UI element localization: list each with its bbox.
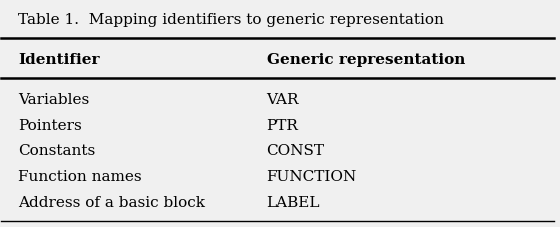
Text: VAR: VAR: [267, 92, 299, 106]
Text: Identifier: Identifier: [18, 53, 100, 67]
Text: Table 1.  Mapping identifiers to generic representation: Table 1. Mapping identifiers to generic …: [18, 12, 444, 27]
Text: Variables: Variables: [18, 92, 89, 106]
Text: Address of a basic block: Address of a basic block: [18, 195, 205, 209]
Text: Constants: Constants: [18, 144, 95, 158]
Text: CONST: CONST: [267, 144, 324, 158]
Text: FUNCTION: FUNCTION: [267, 170, 357, 183]
Text: Function names: Function names: [18, 170, 142, 183]
Text: Pointers: Pointers: [18, 118, 82, 132]
Text: Generic representation: Generic representation: [267, 53, 465, 67]
Text: PTR: PTR: [267, 118, 298, 132]
Text: LABEL: LABEL: [267, 195, 320, 209]
